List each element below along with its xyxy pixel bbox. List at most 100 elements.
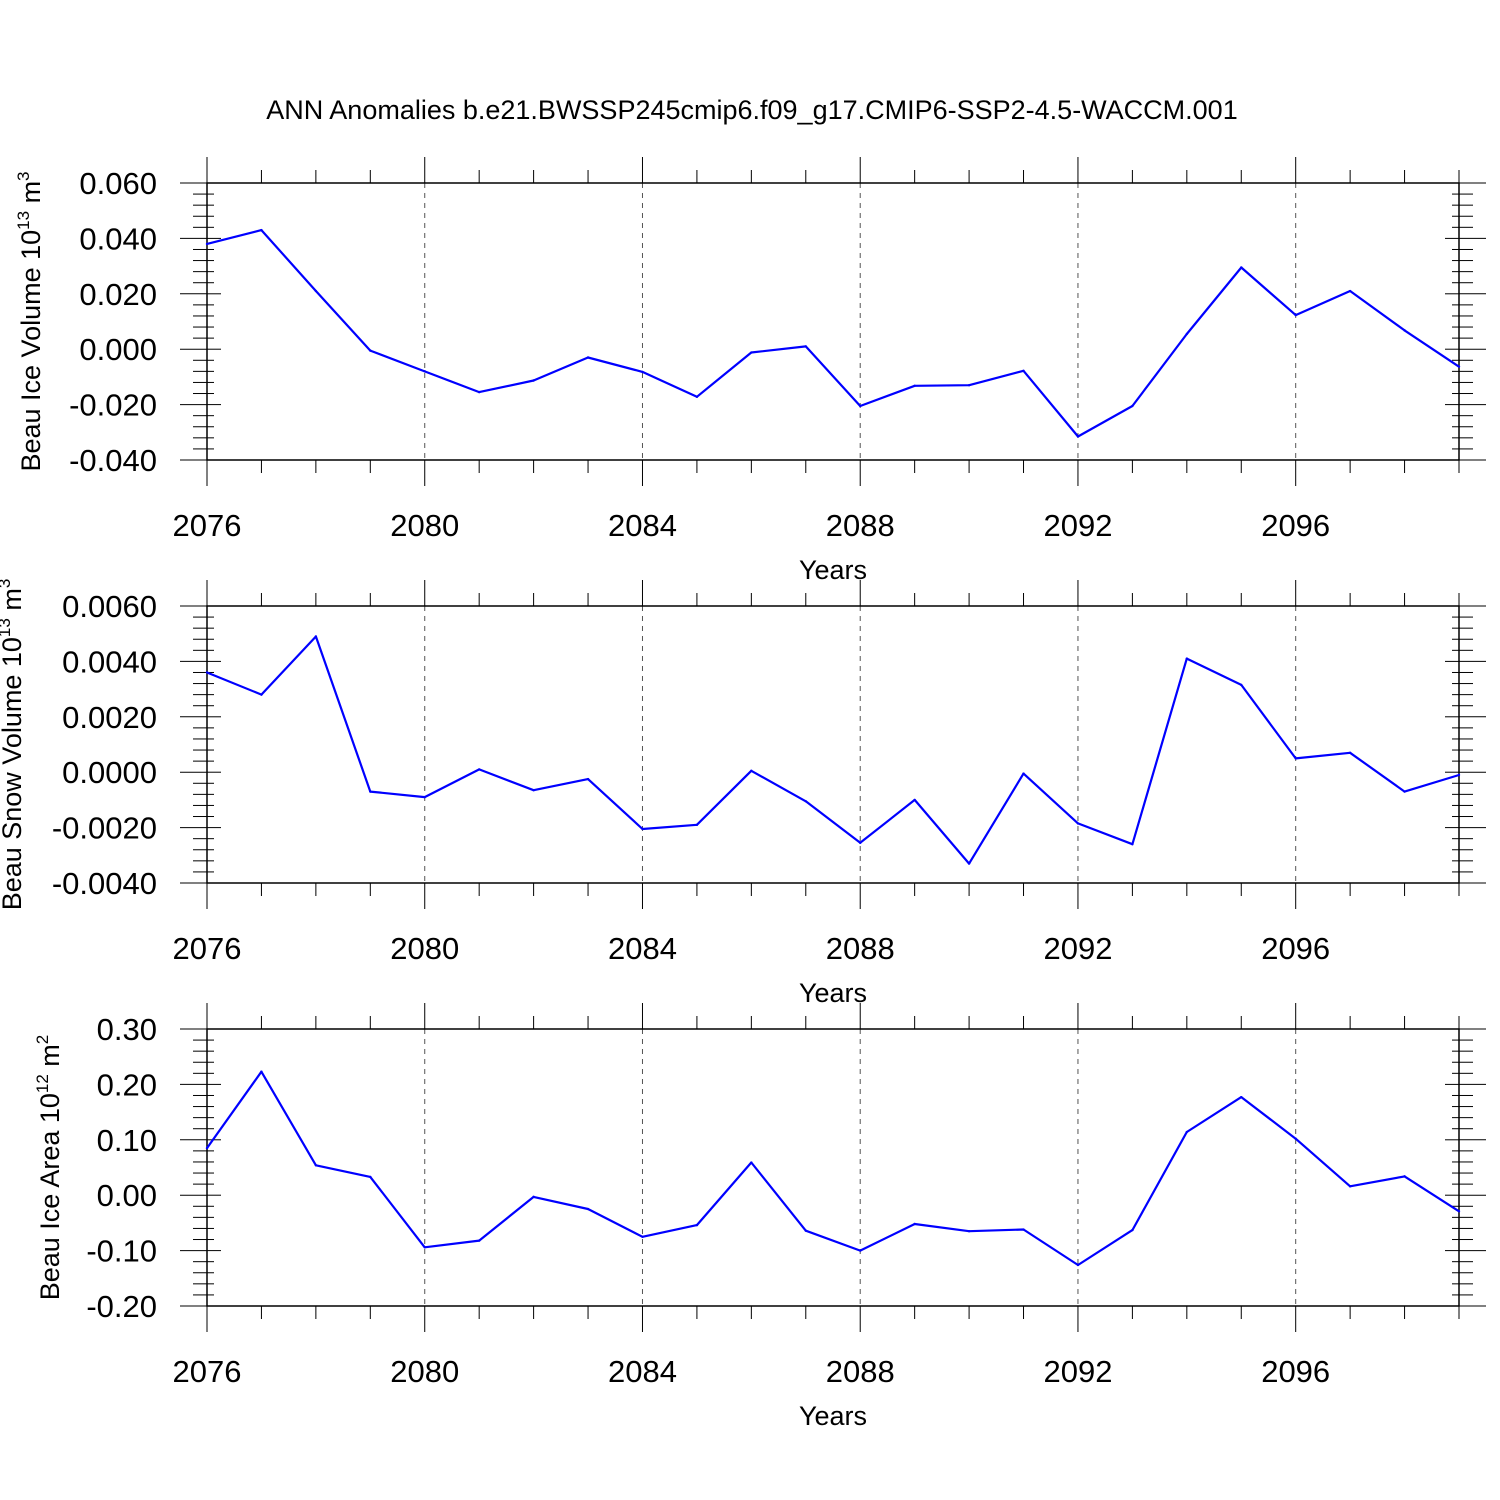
chart-3-data-point	[967, 1230, 971, 1233]
chart-2-xtick-label: 2080	[390, 931, 459, 966]
chart-3-ylabel-exp: 12	[33, 1074, 52, 1093]
chart-2-xtick-label: 2092	[1043, 931, 1112, 966]
chart-3-frame	[206, 1028, 1460, 1307]
chart-2-data-point	[586, 777, 590, 781]
chart-2-frame	[206, 605, 1460, 884]
chart-2-ytick-label: 0.0020	[62, 700, 157, 735]
chart-1-data-point	[695, 395, 699, 399]
chart-3-ytick-label: 0.30	[97, 1012, 157, 1047]
chart-1-data-point	[1403, 329, 1406, 332]
chart-2-data-point	[967, 862, 971, 865]
chart-1-ylabel-base: Beau Ice Volume 10	[16, 230, 46, 472]
chart-3-ytick-label: -0.10	[86, 1234, 157, 1269]
chart-1-ytick-label: -0.040	[69, 443, 157, 478]
chart-1-data-point	[750, 351, 753, 354]
chart-3-ylabel: Beau Ice Area 1012 m2	[33, 1035, 65, 1301]
chart-1-ylabel: Beau Ice Volume 1013 m3	[14, 171, 46, 471]
chart-3-xtick-label: 2084	[608, 1354, 677, 1389]
chart-2-xtick-label: 2084	[608, 931, 677, 966]
chart-2-ytick-label: -0.0020	[52, 811, 157, 846]
chart-2-data-point	[1076, 822, 1080, 825]
chart-1-data-point	[423, 370, 426, 373]
chart-3-xtick-label: 2080	[390, 1354, 459, 1389]
chart-2-data-point	[1457, 773, 1461, 777]
chart-2-ylabel-unit-exp: 3	[0, 579, 14, 588]
chart-3-data-point	[1022, 1228, 1025, 1231]
chart-panel-2: -0.0040 -0.0020 0.0000 0.0020 0.0040 0.0060 20…	[0, 579, 1486, 1008]
chart-3-data-point	[1457, 1210, 1461, 1213]
chart-2-series-line	[206, 635, 1460, 865]
chart-3-data-point	[913, 1222, 916, 1226]
chart-3-data-point	[1131, 1228, 1134, 1232]
chart-1-ylabel-unit: m	[16, 181, 46, 211]
chart-3-data-point	[1185, 1130, 1189, 1134]
chart-2-data-point	[1022, 772, 1025, 775]
chart-3-data-point	[1294, 1137, 1297, 1140]
chart-2-data-point	[423, 795, 426, 799]
chart-2-data-point	[804, 800, 807, 803]
chart-3-data-point	[1240, 1095, 1243, 1099]
chart-3-data-point	[804, 1229, 807, 1232]
chart-3-series-line	[206, 1070, 1460, 1267]
chart-2-ytick-label: -0.0040	[52, 866, 157, 901]
chart-panel-3: -0.20 -0.10 0.00 0.10 0.20 0.30 2076 2080 2084 20…	[33, 1003, 1486, 1431]
chart-3-xlabel: Years	[799, 1401, 867, 1431]
chart-1-data-point	[1131, 404, 1134, 408]
chart-1-xtick-label: 2076	[173, 508, 242, 543]
chart-1-ytick-label: -0.020	[69, 388, 157, 423]
chart-2-ytick-label: 0.0000	[62, 755, 157, 790]
chart-1-data-point	[477, 390, 481, 394]
chart-2-xlabel: Years	[799, 978, 867, 1008]
chart-1-xtick-label: 2084	[608, 508, 677, 543]
chart-1-ylabel-exp: 13	[14, 211, 33, 230]
chart-2-ylabel-base: Beau Snow Volume 10	[0, 637, 27, 910]
chart-1-data-point	[804, 345, 807, 348]
chart-3-ylabel-unit-exp: 2	[33, 1035, 52, 1044]
chart-2-ylabel-exp: 13	[0, 618, 14, 637]
chart-3-data-point	[641, 1235, 644, 1238]
chart-2-data-point	[1403, 790, 1406, 793]
chart-3-xtick-label: 2092	[1043, 1354, 1112, 1389]
chart-3-data-point	[423, 1246, 426, 1249]
chart-1-xlabel: Years	[799, 555, 867, 585]
chart-1-series-line	[206, 229, 1460, 438]
chart-2-data-point	[260, 693, 263, 696]
chart-1-data-point	[641, 370, 644, 374]
chart-1-xtick-label: 2096	[1261, 508, 1330, 543]
chart-2-data-point	[1294, 757, 1297, 760]
chart-1-xtick-label: 2092	[1043, 508, 1112, 543]
chart-3-ytick-label: -0.20	[86, 1289, 157, 1324]
chart-1-data-point	[586, 356, 590, 359]
chart-2-data-point	[314, 635, 318, 638]
chart-1-data-point	[859, 404, 862, 408]
chart-3-data-point	[859, 1249, 862, 1252]
chart-2-ytick-label: 0.0040	[62, 644, 157, 679]
chart-panel-1: -0.040 -0.020 0.000 0.020 0.040 0.060 2076 2080…	[14, 157, 1486, 585]
chart-3-data-point	[532, 1195, 535, 1199]
chart-2-xtick-label: 2096	[1261, 931, 1330, 966]
chart-1-data-point	[369, 349, 372, 352]
chart-2-data-point	[205, 671, 209, 674]
chart-1-ytick-label: 0.000	[79, 332, 157, 367]
chart-2-data-point	[641, 827, 644, 831]
chart-1-data-point	[260, 228, 263, 232]
chart-2-ylabel: Beau Snow Volume 1013 m3	[0, 579, 27, 911]
chart-3-ylabel-unit: m	[35, 1044, 65, 1074]
chart-3-xtick-label: 2088	[826, 1354, 895, 1389]
chart-1-data-point	[1240, 266, 1243, 269]
chart-1-data-point	[314, 289, 318, 293]
chart-3-data-point	[1076, 1263, 1080, 1267]
chart-1-data-point	[1457, 365, 1461, 368]
chart-1-data-point	[205, 242, 209, 246]
chart-1-data-point	[532, 379, 535, 382]
chart-1-ylabel-unit-exp: 3	[14, 171, 33, 180]
chart-3-xtick-label: 2096	[1261, 1354, 1330, 1389]
chart-3-data-point	[750, 1161, 753, 1164]
chart-2-ylabel-unit: m	[0, 588, 27, 618]
chart-3-ylabel-base: Beau Ice Area 10	[35, 1093, 65, 1300]
chart-2-data-point	[913, 798, 916, 802]
chart-2-data-point	[1240, 683, 1243, 687]
chart-2-data-point	[369, 790, 372, 793]
chart-2-data-point	[1348, 751, 1352, 755]
